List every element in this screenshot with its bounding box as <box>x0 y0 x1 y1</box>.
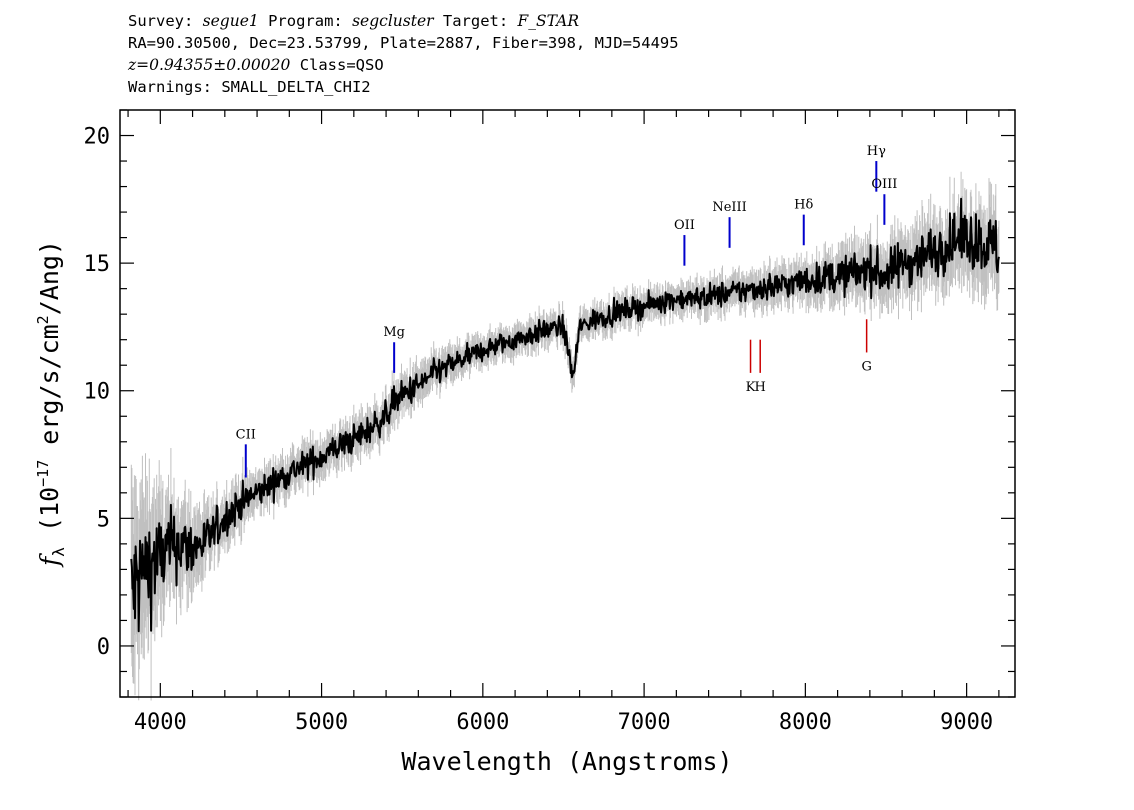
x-tick-label-4: 7000 <box>618 710 671 735</box>
program-value: segcluster <box>352 12 434 30</box>
ticks-layer: 4000 5000 6000 7000 8000 9000 0 5 10 15 20 <box>84 109 1015 735</box>
y-tick-label-3: 10 <box>84 380 111 405</box>
class-value: Class=QSO <box>299 56 384 74</box>
error-band <box>130 171 1000 701</box>
x-tick-label-6: 9000 <box>940 710 993 735</box>
y-tick-label-4: 15 <box>84 252 111 277</box>
spectral-lines-layer: CII Mg OII NeIII Hδ Hγ OIII K H G <box>236 144 897 478</box>
spectral-line-label-5: Hδ <box>794 198 813 213</box>
flux-series-line <box>130 197 1000 633</box>
spectral-line-label-1: CII <box>236 427 256 442</box>
x-tick-label-1: 4000 <box>134 710 187 735</box>
spectrum-header: Survey: segue1 Program: segcluster Targe… <box>128 10 679 98</box>
spectral-line-label-8: K <box>746 380 756 395</box>
header-survey-line: Survey: segue1 Program: segcluster Targe… <box>128 10 679 32</box>
spectral-line-label-2: Mg <box>383 325 405 340</box>
y-axis-title-rest: (10 <box>35 487 64 547</box>
spectral-line-label-10: G <box>861 359 871 374</box>
x-tick-label-2: 5000 <box>295 710 348 735</box>
y-tick-label-5: 20 <box>84 125 111 150</box>
y-axis-title-exp: −17 <box>34 460 52 487</box>
y-axis-title-unit-exp: 2 <box>34 315 52 324</box>
x-axis-title: Wavelength (Angstroms) <box>401 747 732 776</box>
spectral-line-label-3: OII <box>674 218 695 233</box>
target-label: Target: <box>442 12 509 30</box>
x-tick-label-5: 8000 <box>779 710 832 735</box>
spectral-line-label-7: OIII <box>871 177 897 192</box>
error-band-layer <box>130 171 1000 701</box>
y-axis-title-end: /Ang) <box>35 240 64 315</box>
survey-value: segue1 <box>202 12 259 30</box>
x-tick-label-3: 6000 <box>456 710 509 735</box>
spectral-line-label-6: Hγ <box>867 144 886 159</box>
spectral-line-label-4: NeIII <box>712 200 746 215</box>
target-value: F_STAR <box>517 12 580 30</box>
survey-label: Survey: <box>128 12 194 30</box>
y-tick-label-2: 5 <box>97 507 110 532</box>
plot-frame <box>119 109 1016 698</box>
header-redshift-line: z=0.94355±0.00020 Class=QSO <box>128 54 679 76</box>
program-label: Program: <box>268 12 343 30</box>
y-axis-title: fλ (10−17 erg/s/cm2/Ang) <box>34 240 68 568</box>
y-tick-label-1: 0 <box>97 635 110 660</box>
spectral-line-label-9: H <box>755 380 766 395</box>
y-axis-title-f: f <box>35 553 64 568</box>
y-axis-title-sub: λ <box>49 547 68 557</box>
header-coords-line: RA=90.30500, Dec=23.53799, Plate=2887, F… <box>128 34 679 52</box>
header-warnings-line: Warnings: SMALL_DELTA_CHI2 <box>128 78 371 96</box>
redshift-value: z=0.94355±0.00020 <box>128 56 291 74</box>
flux-layer <box>130 197 1000 633</box>
y-axis-title-unit: erg/s/cm <box>35 324 64 459</box>
